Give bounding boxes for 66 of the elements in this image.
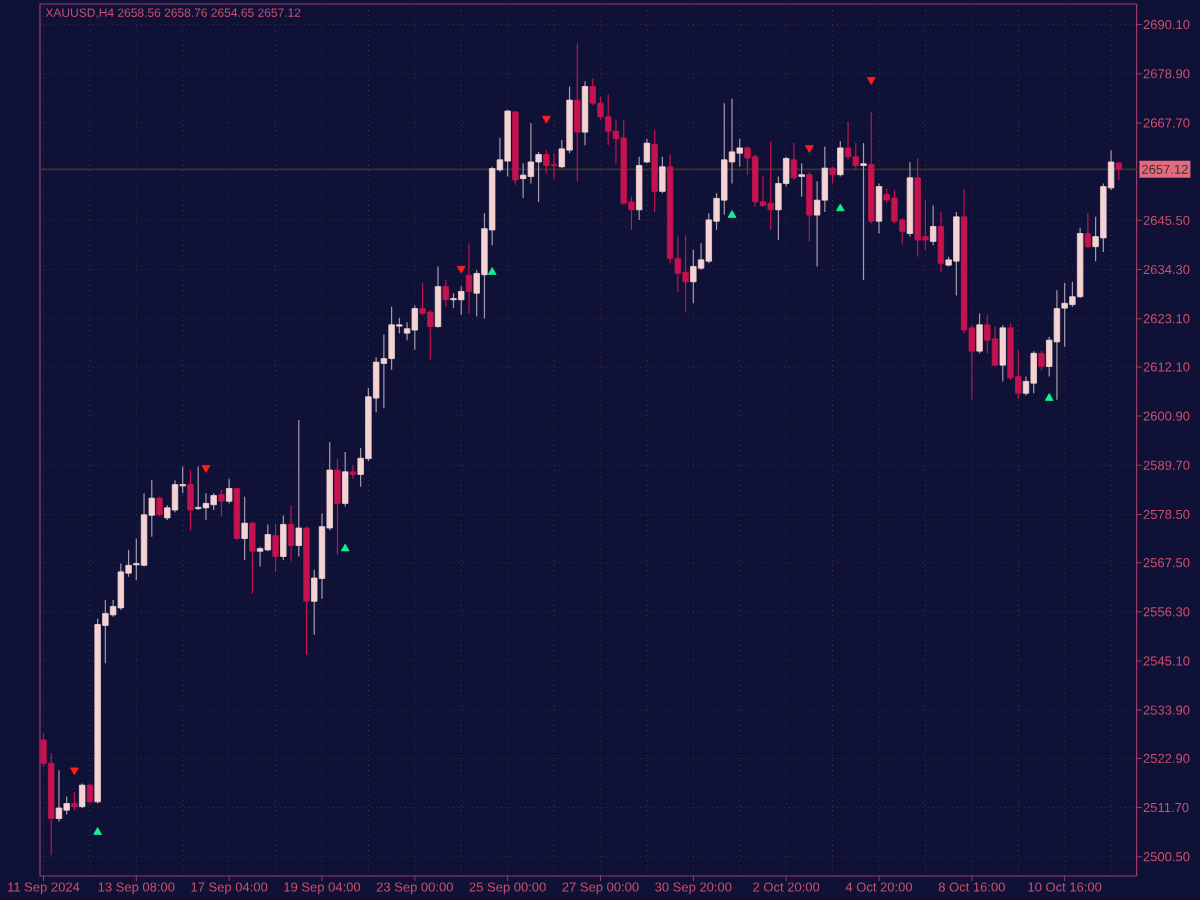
candlestick	[651, 129, 658, 213]
candlestick	[171, 479, 179, 513]
candlestick	[574, 42, 581, 182]
candlestick	[280, 514, 287, 561]
point	[340, 543, 350, 552]
candlestick	[1115, 161, 1122, 181]
candlestick	[543, 149, 550, 174]
point	[1044, 393, 1054, 401]
candlestick	[837, 140, 844, 178]
candlestick	[1053, 289, 1061, 401]
candlestick	[659, 156, 666, 194]
candlestick	[427, 309, 434, 361]
candlestick	[295, 419, 302, 558]
candlestick	[202, 492, 210, 521]
candlestick	[442, 279, 449, 308]
candlestick	[1030, 350, 1037, 394]
candlestick	[752, 153, 759, 208]
candlestick	[1038, 350, 1045, 371]
candlestick	[86, 782, 94, 805]
candlestick	[999, 324, 1006, 383]
candlestick	[891, 189, 898, 225]
candlestick	[860, 142, 867, 281]
candlestick	[78, 782, 86, 809]
point	[541, 115, 551, 124]
point	[487, 267, 497, 275]
candlestick	[334, 458, 341, 556]
candlestick	[411, 304, 419, 351]
candlestick	[937, 211, 945, 273]
candlestick	[287, 504, 295, 562]
candlestick	[465, 242, 473, 314]
point	[727, 210, 737, 218]
candlestick	[844, 121, 852, 161]
candlestick	[798, 162, 805, 198]
candlestick	[976, 312, 983, 354]
candlestick	[581, 80, 589, 146]
point	[866, 77, 876, 85]
candlestick	[187, 469, 194, 531]
candlestick	[690, 249, 697, 304]
candlestick	[767, 140, 774, 231]
candlestick	[790, 142, 798, 181]
point	[201, 465, 211, 473]
candlestick	[249, 521, 256, 594]
candlestick	[991, 325, 999, 368]
point	[456, 265, 466, 274]
candlestick	[953, 211, 960, 296]
candlestick	[349, 464, 357, 480]
candlestick	[806, 171, 813, 243]
candlestick	[241, 496, 248, 561]
candlestick	[1084, 212, 1092, 249]
point	[804, 145, 814, 153]
candlestick	[458, 286, 465, 316]
point	[70, 767, 79, 776]
candlestick	[682, 234, 689, 313]
candlestick	[550, 152, 558, 180]
candlestick	[721, 102, 728, 216]
candlestick	[929, 204, 937, 246]
point	[93, 827, 103, 835]
point	[835, 203, 845, 212]
candlestick	[342, 451, 349, 508]
candlestick	[55, 769, 63, 823]
candlestick	[117, 562, 125, 611]
candlestick	[875, 182, 883, 235]
candlestick	[218, 489, 225, 518]
candlestick	[434, 265, 442, 329]
candlestick	[272, 523, 279, 573]
candlestick	[225, 478, 233, 505]
